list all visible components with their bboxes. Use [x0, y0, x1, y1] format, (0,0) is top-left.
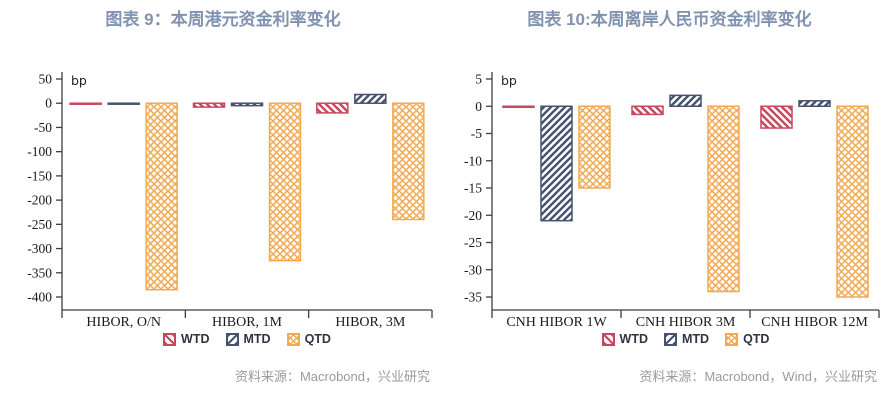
y-tick-label: -400: [27, 290, 52, 305]
legend-label: MTD: [682, 332, 710, 346]
x-category-label: CNH HIBOR 3M: [636, 315, 736, 330]
legend-swatch-wtd-icon: [163, 332, 177, 346]
y-tick-label: -200: [27, 193, 52, 208]
bar-qtd-1: [707, 105, 740, 293]
legend-item-wtd: WTD: [163, 332, 210, 346]
bar-mtd-2: [798, 100, 831, 107]
y-tick-label: -150: [27, 168, 52, 183]
bar-wtd-0: [502, 105, 535, 108]
bar-qtd-1: [268, 102, 302, 262]
legend-label: QTD: [743, 332, 770, 346]
chart-title-hkd: 图表 9：本周港元资金利率变化: [105, 10, 341, 29]
source-note-cnh: 资料来源：Macrobond，Wind，兴业研究: [639, 369, 877, 384]
legend-item-wtd: WTD: [601, 332, 648, 346]
y-tick-label: 5: [475, 72, 482, 87]
bar-qtd-0: [578, 105, 611, 189]
bar-qtd-0: [145, 102, 178, 291]
y-tick-label: -10: [464, 153, 482, 168]
y-tick-label: -300: [27, 241, 52, 256]
bar-wtd-0: [69, 102, 102, 105]
bar-wtd-1: [631, 105, 664, 116]
bar-mtd-2: [354, 93, 387, 104]
y-tick-label: -250: [27, 217, 52, 232]
y-tick-label: -100: [27, 144, 52, 159]
y-tick-label: 0: [475, 99, 482, 114]
hkd-rate-chart-panel: 图表 9：本周港元资金利率变化 50 0 -50 -100 -150 -200 -250 -3…: [0, 0, 446, 385]
y-axis-unit-label: bp: [71, 73, 87, 88]
bar-mtd-0: [540, 105, 573, 222]
legend-label: WTD: [181, 332, 210, 346]
legend-item-mtd: MTD: [664, 332, 709, 346]
cnh-rate-chart-panel: 图表 10:本周离岸人民币资金利率变化 5 0 -5 -10 -15 -20 -25 -30 -…: [446, 0, 893, 385]
bar-wtd-2: [316, 102, 349, 114]
y-tick-label: -15: [464, 181, 482, 196]
legend-label: QTD: [304, 332, 331, 346]
legend-swatch-wtd-icon: [601, 332, 615, 346]
y-axis-unit-label: bp: [501, 73, 517, 88]
source-note-hkd: 资料来源：Macrobond，兴业研究: [234, 369, 430, 384]
y-tick-label: -35: [464, 290, 482, 305]
y-tick-label: 50: [39, 72, 53, 87]
legend-swatch-qtd-icon: [725, 332, 739, 346]
legend-label: MTD: [243, 332, 271, 346]
bar-mtd-1: [230, 102, 264, 107]
legend-swatch-mtd-icon: [664, 332, 677, 346]
hkd-rate-bar-chart: 50 0 -50 -100 -150 -200 -250 -300 -350 -400 bp HIBO…: [27, 72, 433, 330]
legend-hkd: WTD MTD QTD: [62, 330, 432, 348]
legend-label: WTD: [619, 332, 648, 346]
bar-qtd-2: [392, 102, 425, 221]
legend-item-qtd: QTD: [725, 332, 769, 346]
bar-wtd-2: [760, 105, 793, 129]
y-tick-label: -350: [27, 265, 52, 280]
chart-title-cnh: 图表 10:本周离岸人民币资金利率变化: [527, 10, 812, 29]
bar-mtd-0: [107, 102, 140, 105]
y-tick-label: -20: [464, 208, 482, 223]
x-category-label: HIBOR, 1M: [212, 315, 283, 330]
y-tick-label: -50: [34, 120, 52, 135]
legend-swatch-qtd-icon: [286, 332, 300, 346]
bar-mtd-1: [669, 94, 702, 107]
legend-cnh: WTD MTD QTD: [492, 330, 879, 348]
legend-item-qtd: QTD: [286, 332, 331, 346]
x-category-label: HIBOR, O/N: [86, 315, 161, 330]
x-category-label: CNH HIBOR 1W: [506, 315, 607, 330]
two-chart-figure: 图表 9：本周港元资金利率变化 50 0 -50 -100 -150 -200 -250 -3…: [0, 0, 893, 385]
x-category-label: HIBOR, 3M: [335, 315, 406, 330]
legend-swatch-mtd-icon: [225, 332, 239, 346]
x-category-label: CNH HIBOR 12M: [761, 315, 868, 330]
bar-qtd-2: [836, 105, 869, 298]
legend-item-mtd: MTD: [225, 332, 271, 346]
y-tick-label: -25: [464, 235, 482, 250]
y-tick-label: -5: [471, 126, 482, 141]
y-tick-label: -30: [464, 262, 482, 277]
cnh-rate-bar-chart: 5 0 -5 -10 -15 -20 -25 -30 -35 bp CNH HIBOR 1W CNH …: [464, 72, 880, 330]
y-tick-label: 0: [45, 96, 52, 111]
bar-wtd-1: [192, 102, 226, 108]
